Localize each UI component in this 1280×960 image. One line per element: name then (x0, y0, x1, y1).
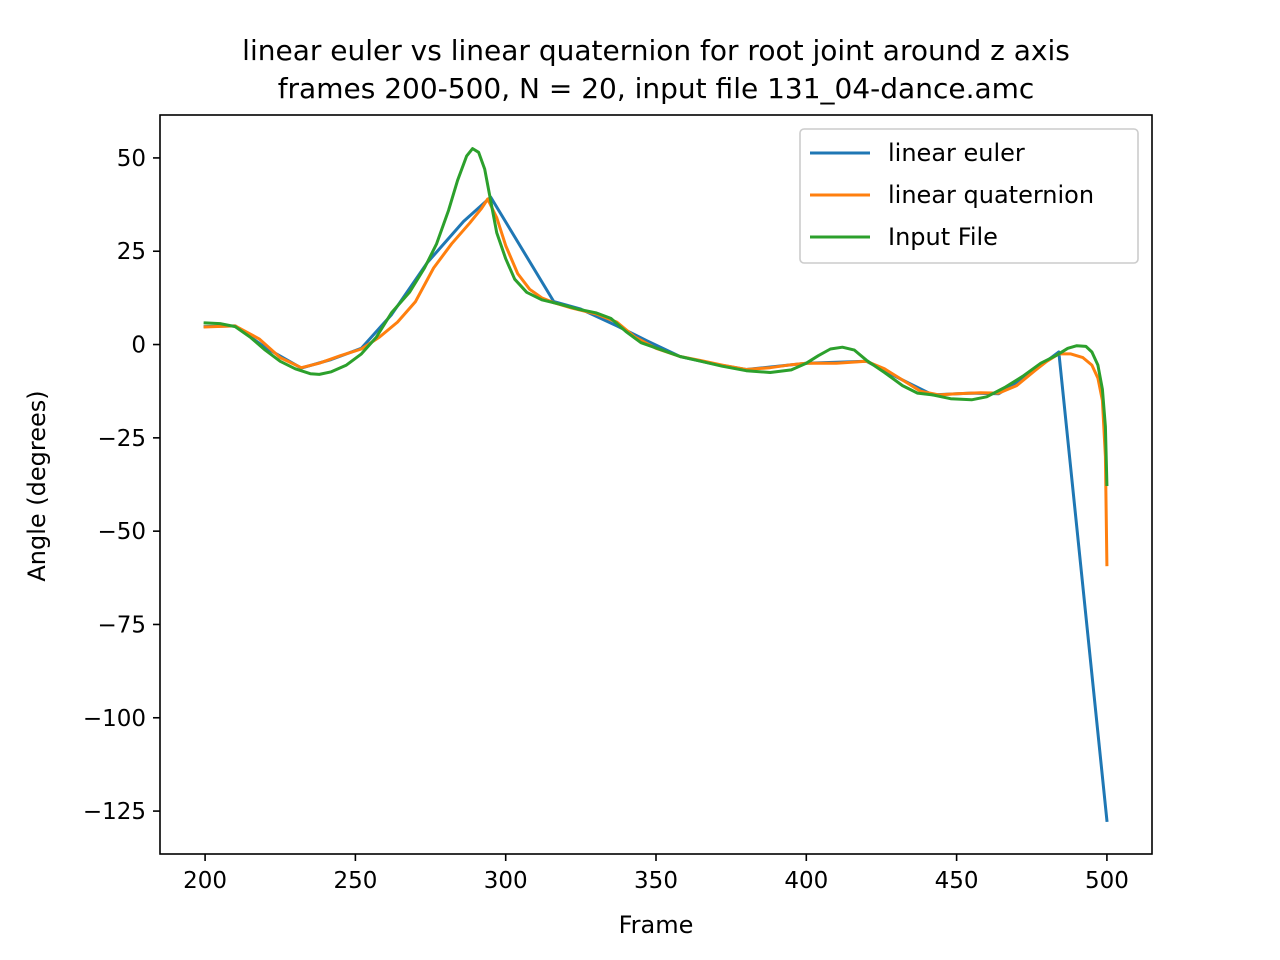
y-axis-label: Angle (degrees) (23, 390, 51, 581)
x-tick-label: 200 (183, 868, 227, 894)
x-tick-label: 400 (784, 868, 828, 894)
y-tick-label: −100 (83, 706, 146, 732)
x-tick-label: 450 (935, 868, 979, 894)
x-tick-label: 300 (484, 868, 528, 894)
x-axis-label: Frame (619, 911, 694, 939)
y-tick-label: 25 (117, 239, 146, 265)
y-tick-label: 0 (131, 333, 146, 359)
y-tick-label: −125 (83, 799, 146, 825)
series-line-2 (203, 147, 1109, 487)
y-tick-label: 50 (117, 146, 146, 172)
legend-label-0: linear euler (888, 139, 1025, 167)
legend-box (799, 128, 1139, 264)
chart-title-line-2: frames 200-500, N = 20, input file 131_0… (278, 72, 1035, 105)
plot-content (203, 147, 1109, 823)
y-tick-label: −75 (97, 612, 146, 638)
legend-label-2: Input File (888, 223, 998, 251)
y-tick-label: −50 (97, 519, 146, 545)
x-tick-label: 250 (333, 868, 377, 894)
series-lines (203, 147, 1109, 823)
x-tick-label: 350 (634, 868, 678, 894)
axes: 200 250 300 350 400 450 50050250−25−50−75−100−… (83, 114, 1153, 894)
y-tick-label: −25 (97, 426, 146, 452)
x-tick-label: 500 (1085, 868, 1129, 894)
chart-title-line-1: linear euler vs linear quaternion for ro… (242, 34, 1070, 67)
legend: linear euler linear quaternion Input File (799, 128, 1139, 264)
legend-label-1: linear quaternion (888, 181, 1094, 209)
